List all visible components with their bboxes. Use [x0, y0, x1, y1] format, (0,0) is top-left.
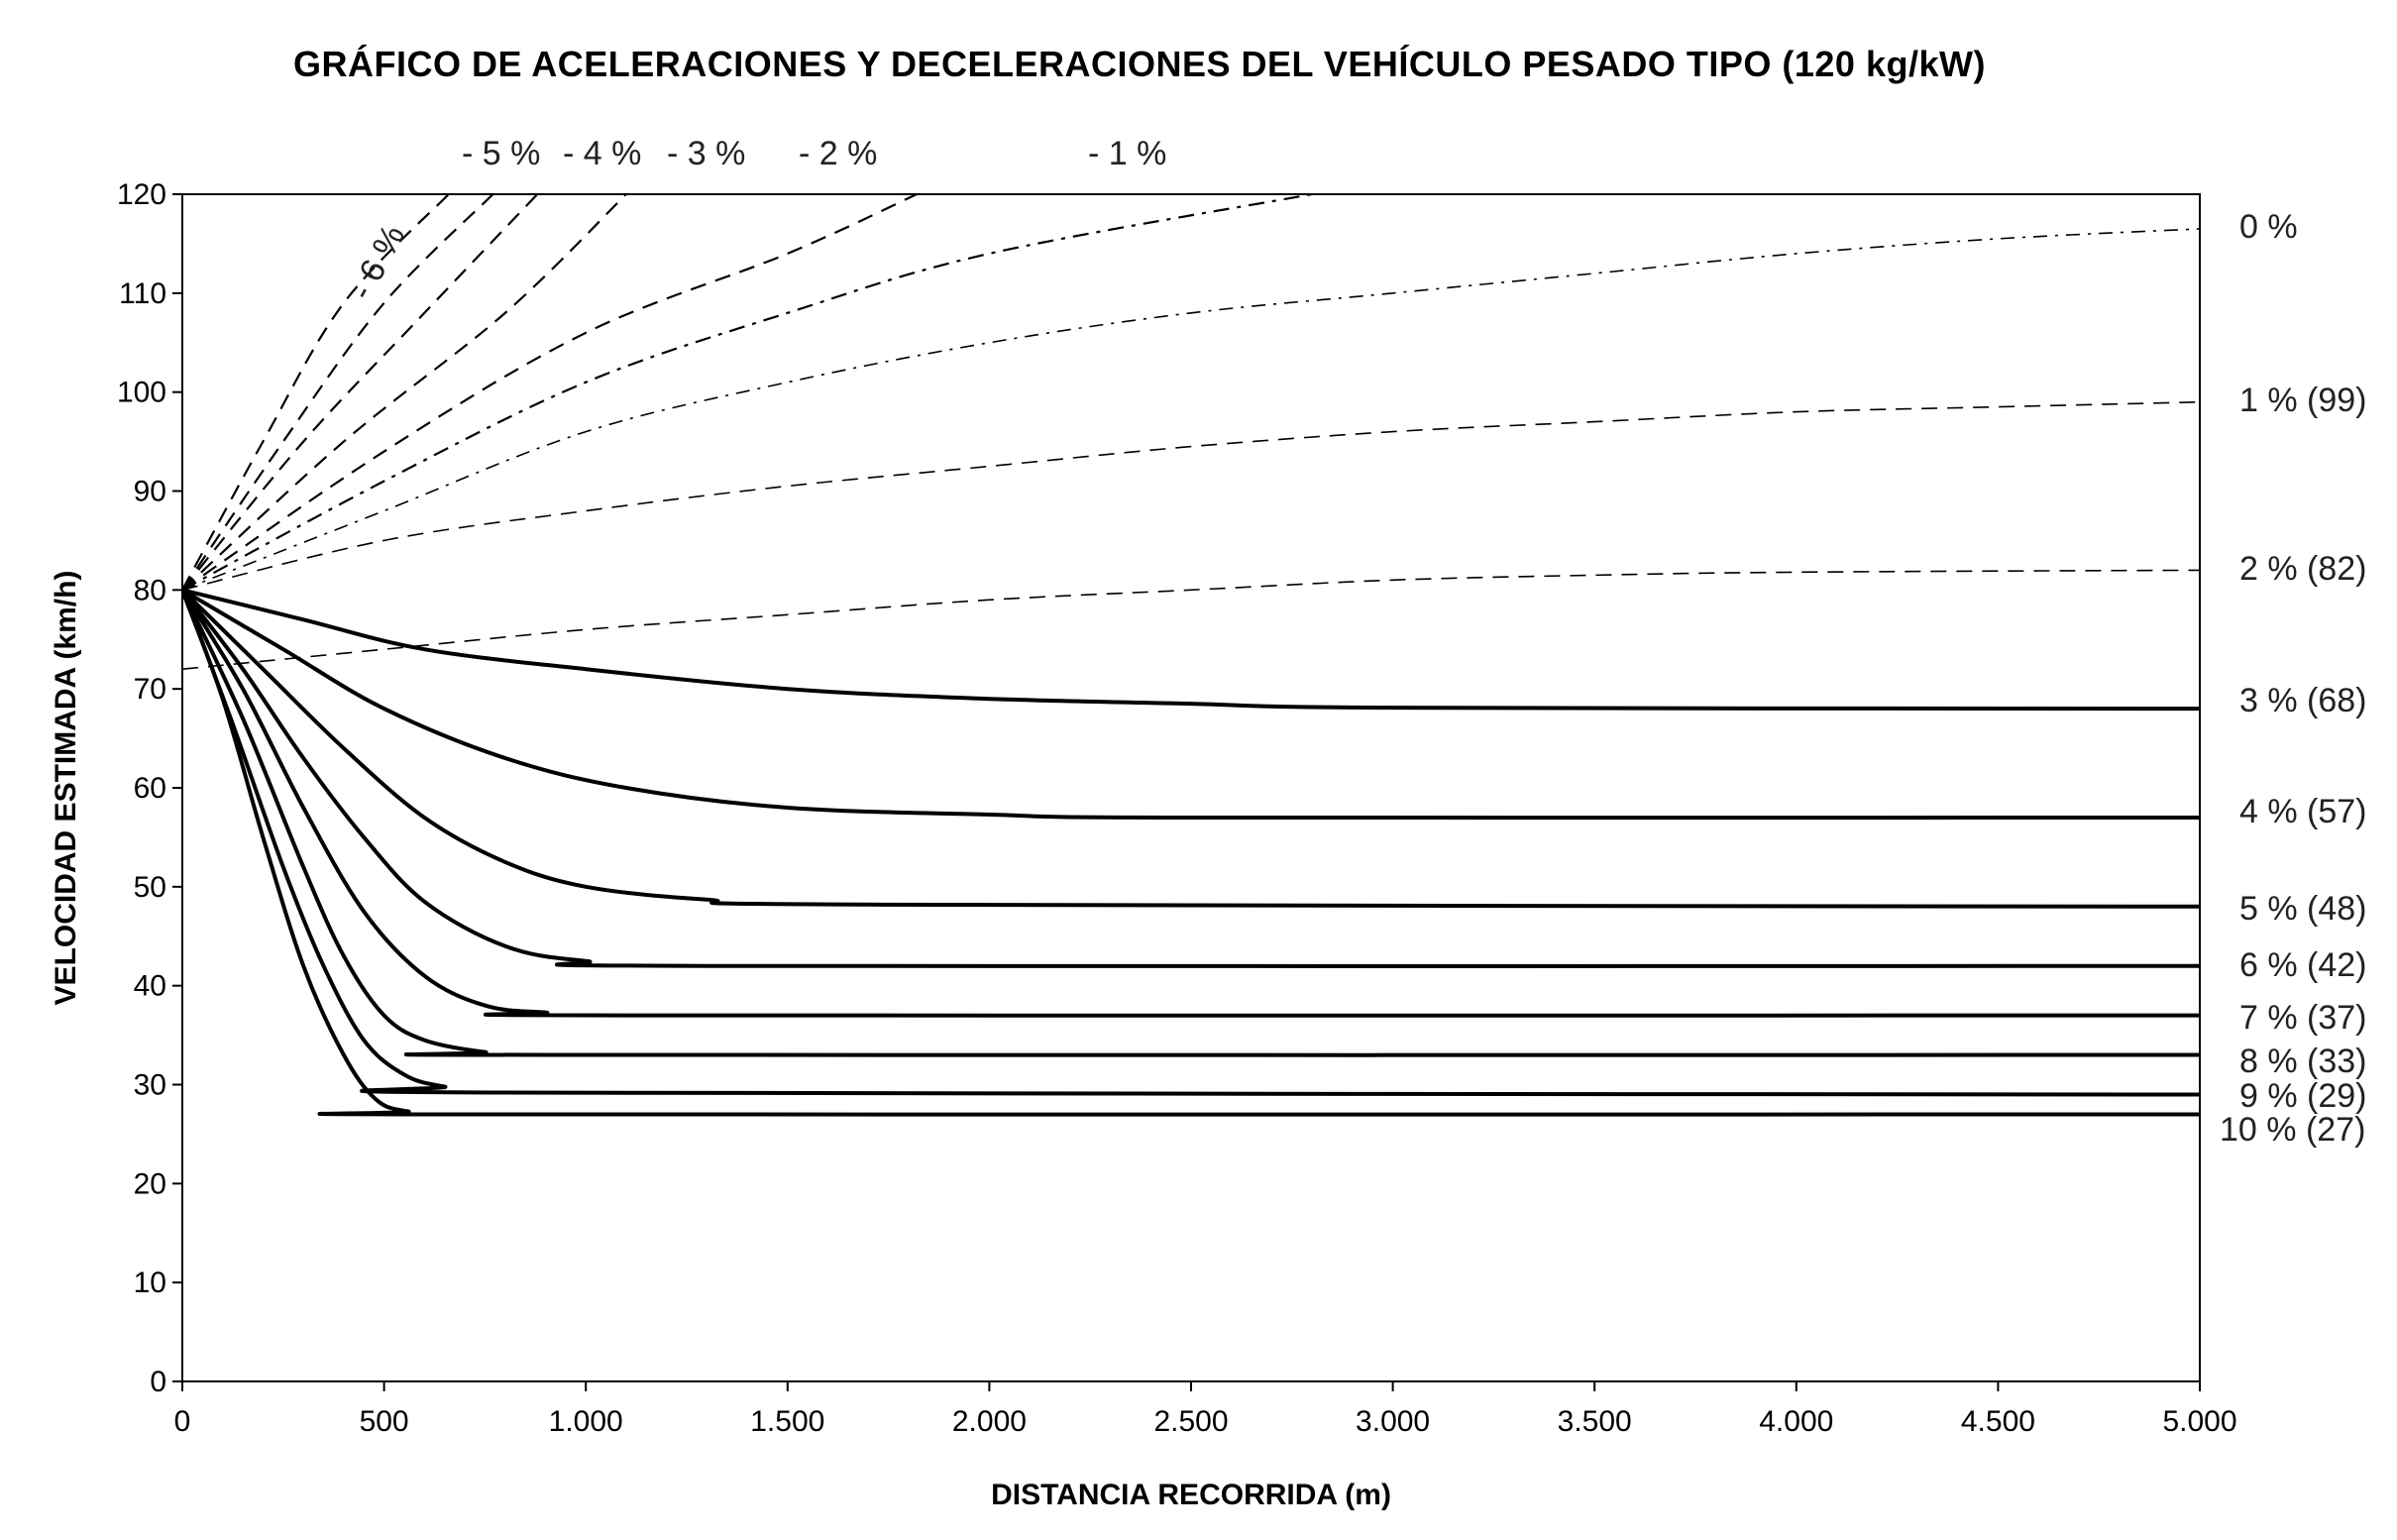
chart-title: GRÁFICO DE ACELERACIONES Y DECELERACIONE… — [293, 44, 1986, 84]
y-tick-label: 100 — [117, 377, 166, 409]
y-axis-label: VELOCIDAD ESTIMADA (km/h) — [50, 571, 82, 1006]
label-minus-5: - 5 % — [462, 135, 540, 172]
y-tick-label: 120 — [117, 178, 166, 211]
x-tick-label: 1.500 — [750, 1405, 824, 1438]
right-labels: 0 % 1 % (99) 2 % (82) 3 % (68) 4 % (57) … — [2220, 208, 2367, 1149]
label-10: 10 % (27) — [2220, 1111, 2365, 1149]
y-tick-label: 80 — [134, 574, 166, 606]
series-line-11 — [182, 588, 2200, 909]
label-minus-3: - 3 % — [667, 135, 745, 172]
y-tick-label: 110 — [119, 277, 166, 310]
x-tick-label: 3.500 — [1558, 1405, 1632, 1438]
label-0: 0 % — [2239, 208, 2298, 246]
label-minus-4: - 4 % — [563, 135, 641, 172]
series-line-2 — [182, 194, 539, 591]
label-8: 8 % (33) — [2239, 1043, 2367, 1080]
y-tick-label: 90 — [134, 476, 166, 508]
series-line-10 — [182, 588, 2200, 821]
series-line-9 — [182, 588, 2200, 712]
x-tick-label: 4.500 — [1961, 1405, 2035, 1438]
y-tick-label: 50 — [134, 871, 166, 904]
label-3: 3 % (68) — [2239, 682, 2367, 719]
series-line-7 — [182, 400, 2200, 592]
x-tick-label: 1.000 — [549, 1405, 623, 1438]
x-axis: 0 500 1.000 1.500 2.000 2.500 3.000 3.500 4.000 4… — [174, 1381, 2237, 1438]
y-tick-label: 0 — [150, 1366, 166, 1398]
x-axis-label: DISTANCIA RECORRIDA (m) — [991, 1479, 1391, 1511]
series-line-16 — [182, 589, 2200, 1117]
x-tick-label: 4.000 — [1759, 1405, 1833, 1438]
series-line-1 — [182, 194, 494, 591]
series-line-14 — [182, 589, 2200, 1057]
y-tick-label: 30 — [134, 1069, 166, 1102]
x-tick-label: 5.000 — [2162, 1405, 2236, 1438]
y-tick-label: 10 — [134, 1266, 166, 1299]
series-line-0 — [182, 194, 450, 591]
series-line-4 — [182, 194, 918, 592]
plot-area-frame — [181, 193, 2201, 1382]
series-lines — [182, 194, 2200, 1117]
x-tick-label: 500 — [360, 1405, 409, 1438]
series-line-5 — [182, 194, 1313, 592]
label-minus-1: - 1 % — [1088, 135, 1166, 172]
series-line-12 — [182, 589, 2200, 969]
y-tick-label: 20 — [134, 1167, 166, 1200]
x-tick-label: 3.000 — [1356, 1405, 1430, 1438]
x-tick-label: 0 — [174, 1405, 191, 1438]
y-tick-label: 40 — [134, 970, 166, 1003]
label-7: 7 % (37) — [2239, 999, 2367, 1037]
label-minus-2: - 2 % — [799, 135, 877, 172]
x-tick-label: 2.500 — [1153, 1405, 1228, 1438]
label-minus-6: - 6 % — [343, 219, 413, 306]
y-tick-label: 60 — [134, 772, 166, 805]
series-line-13 — [182, 589, 2200, 1018]
label-6: 6 % (42) — [2239, 946, 2367, 984]
label-1: 1 % (99) — [2239, 382, 2367, 419]
label-4: 4 % (57) — [2239, 793, 2367, 830]
series-line-6 — [182, 228, 2200, 592]
series-line-3 — [182, 194, 627, 592]
label-5: 5 % (48) — [2239, 890, 2367, 928]
series-line-8 — [182, 569, 2200, 670]
series-line-15 — [182, 589, 2200, 1097]
label-9: 9 % (29) — [2239, 1077, 2367, 1115]
y-axis: 0 10 20 30 40 50 60 70 80 90 100 110 120 — [117, 178, 182, 1398]
x-tick-label: 2.000 — [952, 1405, 1027, 1438]
label-2: 2 % (82) — [2239, 550, 2367, 588]
y-tick-label: 70 — [134, 673, 166, 706]
